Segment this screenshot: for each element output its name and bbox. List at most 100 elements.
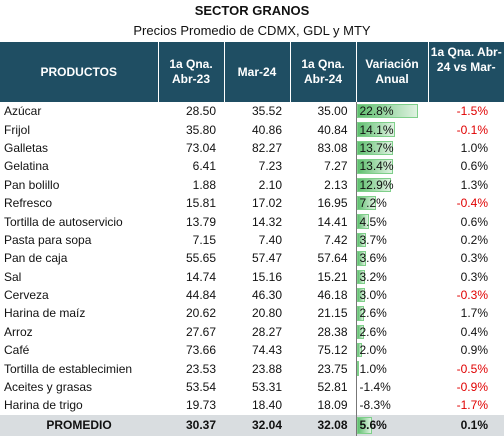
variation-bar — [357, 343, 362, 358]
product-name: Tortilla de autoservicio — [4, 214, 123, 229]
price-abr23: 6.41 — [192, 159, 216, 174]
price-mar24: 53.31 — [251, 380, 282, 395]
price-mar24: 28.27 — [251, 324, 282, 339]
variation-cell: 3.0% — [355, 285, 428, 305]
variation-cell: -1.4% — [355, 377, 428, 397]
report-header: SECTOR GRANOS Precios Promedio de CDMX, … — [0, 0, 504, 42]
price-abr23: 19.73 — [185, 398, 216, 413]
variation-cell: 3.6% — [355, 249, 428, 268]
price-abr24: 16.95 — [317, 196, 348, 211]
variation-value: 3.0% — [359, 288, 387, 303]
price-abr24: 21.15 — [317, 306, 348, 321]
monthly-change: 0.3% — [460, 251, 488, 266]
product-name: Galletas — [4, 140, 49, 155]
table-row: Pasta para sopa 7.15 7.40 7.42 3.7% 0.2% — [0, 230, 504, 250]
monthly-change: -0.9% — [456, 380, 488, 395]
column-header-mar-24: Mar-24 — [224, 42, 291, 102]
variation-cell: 1.0% — [355, 359, 428, 378]
price-abr23: 13.79 — [185, 214, 216, 229]
variation-cell: 13.7% — [355, 138, 428, 158]
column-header-abr-24: 1a Qna. Abr-24 — [290, 42, 357, 102]
variation-value: 2.6% — [359, 306, 387, 321]
monthly-change: 0.6% — [460, 159, 488, 174]
variation-cell: 14.1% — [355, 120, 428, 139]
monthly-change: 0.9% — [460, 343, 488, 358]
variation-value: 3.2% — [359, 269, 387, 284]
variation-cell: 2.6% — [355, 322, 428, 342]
column-header-vs-mar: 1a Qna. Abr-24 vs Mar- — [428, 42, 504, 102]
table-row: Aceites y grasas 53.54 53.31 52.81 -1.4% -0.9… — [0, 377, 504, 397]
price-abr24: 2.13 — [324, 177, 348, 192]
footer-mar24: 32.04 — [224, 414, 290, 436]
variation-cell: 3.2% — [355, 267, 428, 286]
variation-value: 13.4% — [359, 159, 394, 174]
monthly-change: 1.0% — [460, 140, 488, 155]
price-abr24: 57.64 — [317, 251, 348, 266]
variation-value: 4.5% — [359, 214, 387, 229]
price-mar24: 35.52 — [251, 104, 282, 119]
product-name: Cerveza — [4, 288, 49, 303]
monthly-change: -1.7% — [456, 398, 488, 413]
variation-cell: 2.6% — [355, 304, 428, 323]
monthly-change: 1.7% — [460, 306, 488, 321]
product-name: Pan de caja — [4, 251, 68, 266]
table-row: Azúcar 28.50 35.52 35.00 22.8% -1.5% — [0, 102, 504, 121]
report-subtitle: Precios Promedio de CDMX, GDL y MTY — [133, 23, 371, 38]
product-name: Tortilla de establecimien — [4, 361, 133, 376]
table-footer-row: PROMEDIO 30.37 32.04 32.08 5.6% 0.1% — [0, 414, 504, 436]
price-abr23: 14.74 — [185, 269, 216, 284]
variation-cell: 2.0% — [355, 341, 428, 360]
price-mar24: 18.40 — [251, 398, 282, 413]
column-header-abr-23: 1a Qna. Abr-23 — [158, 42, 225, 102]
variation-value: 7.2% — [359, 196, 387, 211]
variation-value: 13.7% — [359, 140, 394, 155]
price-abr24: 15.21 — [317, 269, 348, 284]
product-name: Harina de trigo — [4, 398, 83, 413]
price-abr24: 18.09 — [317, 398, 348, 413]
table-row: Harina de trigo 19.73 18.40 18.09 -8.3% -1.7% — [0, 396, 504, 415]
price-mar24: 15.16 — [251, 269, 282, 284]
variation-bar — [357, 159, 393, 174]
price-mar24: 23.88 — [251, 361, 282, 376]
price-mar24: 17.02 — [251, 196, 282, 211]
price-abr23: 73.66 — [185, 343, 216, 358]
column-header-variacion-anual: Variación Anual — [356, 42, 429, 102]
variation-cell: 13.4% — [355, 157, 428, 176]
variation-bar — [357, 104, 418, 119]
variation-bar — [357, 232, 367, 248]
price-abr23: 44.84 — [185, 288, 216, 303]
price-mar24: 46.30 — [251, 288, 282, 303]
price-abr23: 35.80 — [185, 122, 216, 137]
variation-value: -8.3% — [359, 398, 391, 413]
price-abr23: 20.62 — [185, 306, 216, 321]
variation-cell: 12.9% — [355, 175, 428, 194]
table-row: Galletas 73.04 82.27 83.08 13.7% 1.0% — [0, 138, 504, 158]
product-name: Frijol — [4, 122, 30, 137]
variation-value: 14.1% — [359, 122, 394, 137]
footer-monthly-change: 0.1% — [428, 414, 504, 436]
table-row: Arroz 27.67 28.27 28.38 2.6% 0.4% — [0, 322, 504, 342]
monthly-change: -0.5% — [456, 361, 488, 376]
variation-cell: -8.3% — [355, 396, 428, 415]
variation-value: 12.9% — [359, 177, 394, 192]
variation-value: 1.0% — [359, 361, 387, 376]
price-abr23: 28.50 — [185, 104, 216, 119]
report-title: SECTOR GRANOS — [194, 3, 310, 18]
monthly-change: 0.6% — [460, 214, 488, 229]
price-abr23: 53.54 — [185, 380, 216, 395]
price-abr23: 23.53 — [185, 361, 216, 376]
variation-value: 3.7% — [359, 232, 387, 247]
price-mar24: 57.47 — [251, 251, 282, 266]
monthly-change: 1.3% — [460, 177, 488, 192]
price-mar24: 74.43 — [251, 343, 282, 358]
variation-bar — [357, 122, 395, 137]
price-mar24: 7.40 — [258, 232, 282, 247]
footer-variation-bar — [357, 416, 372, 434]
price-abr23: 27.67 — [185, 324, 216, 339]
price-mar24: 82.27 — [251, 140, 282, 155]
monthly-change: 0.3% — [460, 269, 488, 284]
variation-value: 3.6% — [359, 251, 387, 266]
variation-value: 2.6% — [359, 324, 387, 339]
monthly-change: -1.5% — [456, 104, 488, 119]
monthly-change: -0.4% — [456, 196, 488, 211]
